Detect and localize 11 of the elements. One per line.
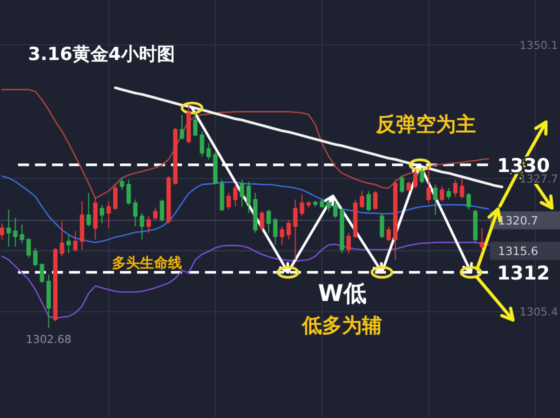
ref-label: 1312 — [497, 262, 550, 284]
tick-label: 1305.4 — [520, 306, 558, 319]
annotation: 反弹空为主 — [376, 112, 476, 136]
annotation: 1302.68 — [26, 332, 72, 346]
ref-label: 1315.6 — [498, 244, 538, 258]
annotation: W低 — [318, 281, 366, 307]
annotation: 低多为辅 — [302, 313, 382, 337]
text: 3.16黄金4小时图 — [28, 44, 175, 65]
tick-label: 1350.1 — [520, 38, 558, 52]
annotation: 多头生命线 — [112, 255, 182, 272]
ref-label: 1320.7 — [498, 213, 538, 228]
